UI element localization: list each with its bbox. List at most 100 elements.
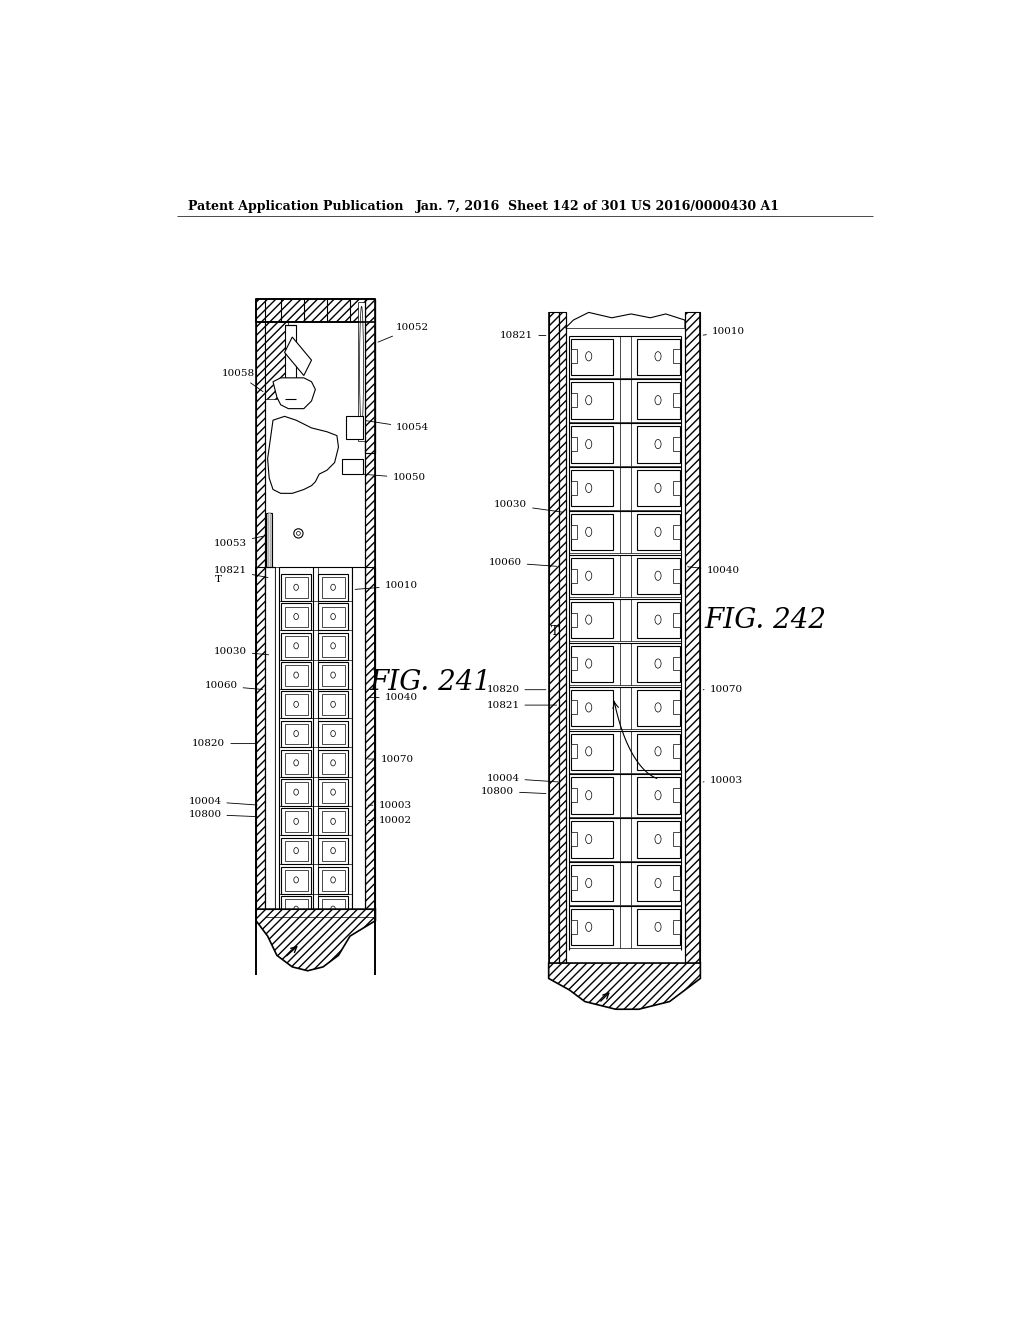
Text: 10002: 10002 — [369, 816, 412, 825]
Bar — [318, 808, 348, 836]
Bar — [571, 383, 613, 418]
Bar — [322, 841, 345, 862]
Bar — [637, 383, 680, 418]
Text: 10821: 10821 — [214, 566, 268, 578]
Bar — [256, 566, 265, 909]
Ellipse shape — [294, 614, 298, 619]
Bar — [549, 313, 559, 964]
Bar — [282, 663, 310, 689]
Bar — [268, 512, 271, 586]
Text: 10070: 10070 — [703, 685, 742, 694]
Ellipse shape — [586, 572, 592, 581]
Ellipse shape — [586, 659, 592, 668]
Bar — [637, 866, 680, 902]
Text: 10010: 10010 — [703, 327, 745, 337]
Ellipse shape — [586, 351, 592, 360]
Bar — [318, 779, 348, 807]
Bar — [685, 313, 700, 964]
Bar — [637, 734, 680, 770]
Text: 10010: 10010 — [355, 581, 418, 590]
Ellipse shape — [655, 878, 662, 887]
Text: T: T — [551, 626, 559, 639]
Bar — [318, 750, 348, 776]
Ellipse shape — [331, 672, 336, 678]
Ellipse shape — [331, 818, 336, 825]
Text: 10053: 10053 — [214, 536, 262, 548]
Bar — [571, 569, 578, 582]
Text: 10030: 10030 — [494, 500, 563, 512]
Bar — [282, 750, 310, 776]
Bar — [637, 645, 680, 682]
Bar — [674, 876, 680, 890]
Bar — [571, 876, 578, 890]
Bar — [637, 558, 680, 594]
Bar — [285, 812, 307, 832]
Bar — [285, 781, 307, 803]
Bar — [265, 322, 289, 399]
Text: 10821: 10821 — [500, 331, 546, 341]
Bar — [366, 298, 376, 453]
Ellipse shape — [655, 747, 662, 756]
Ellipse shape — [586, 791, 592, 800]
Ellipse shape — [586, 923, 592, 932]
Bar — [637, 515, 680, 550]
Text: 10004: 10004 — [188, 797, 257, 805]
Polygon shape — [549, 964, 700, 1010]
Ellipse shape — [359, 306, 364, 429]
Bar — [282, 808, 310, 836]
Bar — [322, 870, 345, 891]
Bar — [318, 692, 348, 718]
Bar — [674, 525, 680, 539]
Bar — [280, 566, 352, 909]
Bar — [559, 313, 565, 964]
Bar — [346, 416, 364, 440]
Text: FIG. 241: FIG. 241 — [370, 668, 492, 696]
Ellipse shape — [586, 527, 592, 536]
Ellipse shape — [294, 585, 298, 590]
Bar — [322, 899, 345, 920]
Ellipse shape — [586, 702, 592, 711]
Bar — [571, 821, 613, 858]
Bar — [571, 734, 613, 770]
Ellipse shape — [655, 659, 662, 668]
Text: Sheet 142 of 301: Sheet 142 of 301 — [508, 199, 627, 213]
Ellipse shape — [586, 834, 592, 843]
Text: 10800: 10800 — [481, 787, 546, 796]
Ellipse shape — [655, 572, 662, 581]
Text: 10821: 10821 — [486, 701, 557, 710]
Ellipse shape — [586, 747, 592, 756]
Ellipse shape — [655, 615, 662, 624]
Text: US 2016/0000430 A1: US 2016/0000430 A1 — [631, 199, 779, 213]
Polygon shape — [285, 337, 311, 376]
Ellipse shape — [655, 923, 662, 932]
Bar — [256, 298, 265, 822]
Bar — [322, 781, 345, 803]
Ellipse shape — [331, 614, 336, 619]
Bar — [571, 788, 578, 803]
Ellipse shape — [331, 730, 336, 737]
Ellipse shape — [294, 876, 298, 883]
Text: 10004: 10004 — [486, 774, 558, 783]
Ellipse shape — [655, 396, 662, 405]
Bar — [637, 339, 680, 375]
Text: 10054: 10054 — [366, 421, 429, 433]
Bar — [285, 870, 307, 891]
Ellipse shape — [294, 701, 298, 708]
Bar — [571, 339, 613, 375]
Bar — [285, 665, 307, 686]
Bar — [571, 350, 578, 363]
Ellipse shape — [294, 847, 298, 854]
Bar — [674, 788, 680, 803]
Polygon shape — [285, 326, 296, 399]
Bar — [366, 566, 376, 909]
Bar — [571, 612, 578, 627]
Bar — [285, 723, 307, 744]
Text: 10003: 10003 — [369, 801, 412, 809]
Bar — [571, 437, 578, 451]
Bar — [282, 721, 310, 747]
Text: 10820: 10820 — [193, 739, 257, 748]
Bar — [352, 566, 366, 909]
Bar — [637, 689, 680, 726]
Bar — [674, 350, 680, 363]
Bar — [322, 694, 345, 715]
